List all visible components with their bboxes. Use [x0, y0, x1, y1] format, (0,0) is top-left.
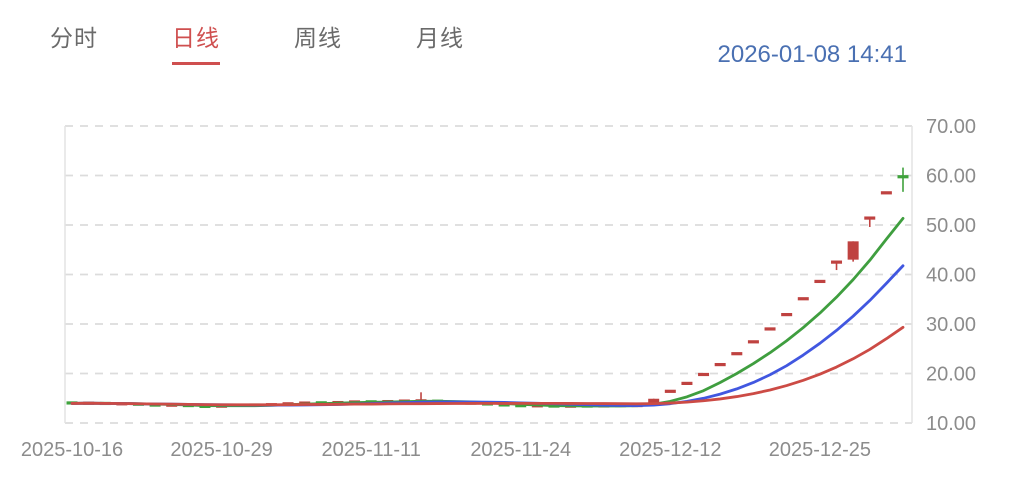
y-axis-label: 20.00 [926, 364, 976, 386]
x-axis-label: 2025-10-16 [21, 439, 123, 461]
y-axis-label: 70.00 [926, 116, 976, 138]
candle [781, 312, 793, 317]
candle [764, 327, 776, 331]
candle [731, 352, 743, 356]
x-axis-label: 2025-12-25 [769, 439, 871, 461]
candle [747, 340, 759, 344]
x-axis-label: 2025-10-29 [170, 439, 272, 461]
candle [698, 372, 710, 377]
ma-line-ma10 [70, 264, 905, 408]
tab-daily[interactable]: 日线 [172, 19, 220, 65]
y-axis-label: 10.00 [926, 413, 976, 435]
candle [897, 175, 909, 179]
tab-weekly[interactable]: 周线 [294, 25, 342, 51]
quote-timestamp: 2026-01-08 14:41 [717, 41, 908, 68]
x-axis-label: 2025-12-12 [619, 439, 721, 461]
ma-line-ma20 [70, 325, 905, 407]
candle [831, 260, 843, 264]
candle [648, 398, 660, 406]
candle [847, 241, 859, 260]
y-axis-label: 40.00 [926, 265, 976, 287]
x-axis-label: 2025-11-11 [321, 439, 420, 461]
candle [664, 389, 676, 393]
candle [681, 381, 693, 385]
tab-minute[interactable]: 分时 [50, 25, 98, 51]
candle [797, 297, 809, 301]
candle [864, 216, 876, 220]
candle [880, 191, 892, 195]
candle [714, 362, 726, 367]
period-tabs: 分时 日线 周线 月线 [50, 19, 464, 65]
y-axis-label: 50.00 [926, 215, 976, 237]
y-axis-label: 60.00 [926, 166, 976, 188]
ma-line-ma5 [70, 216, 905, 408]
candle [814, 279, 826, 284]
y-axis-label: 30.00 [926, 314, 976, 336]
tab-monthly[interactable]: 月线 [416, 25, 464, 51]
x-axis-label: 2025-11-24 [470, 439, 571, 461]
